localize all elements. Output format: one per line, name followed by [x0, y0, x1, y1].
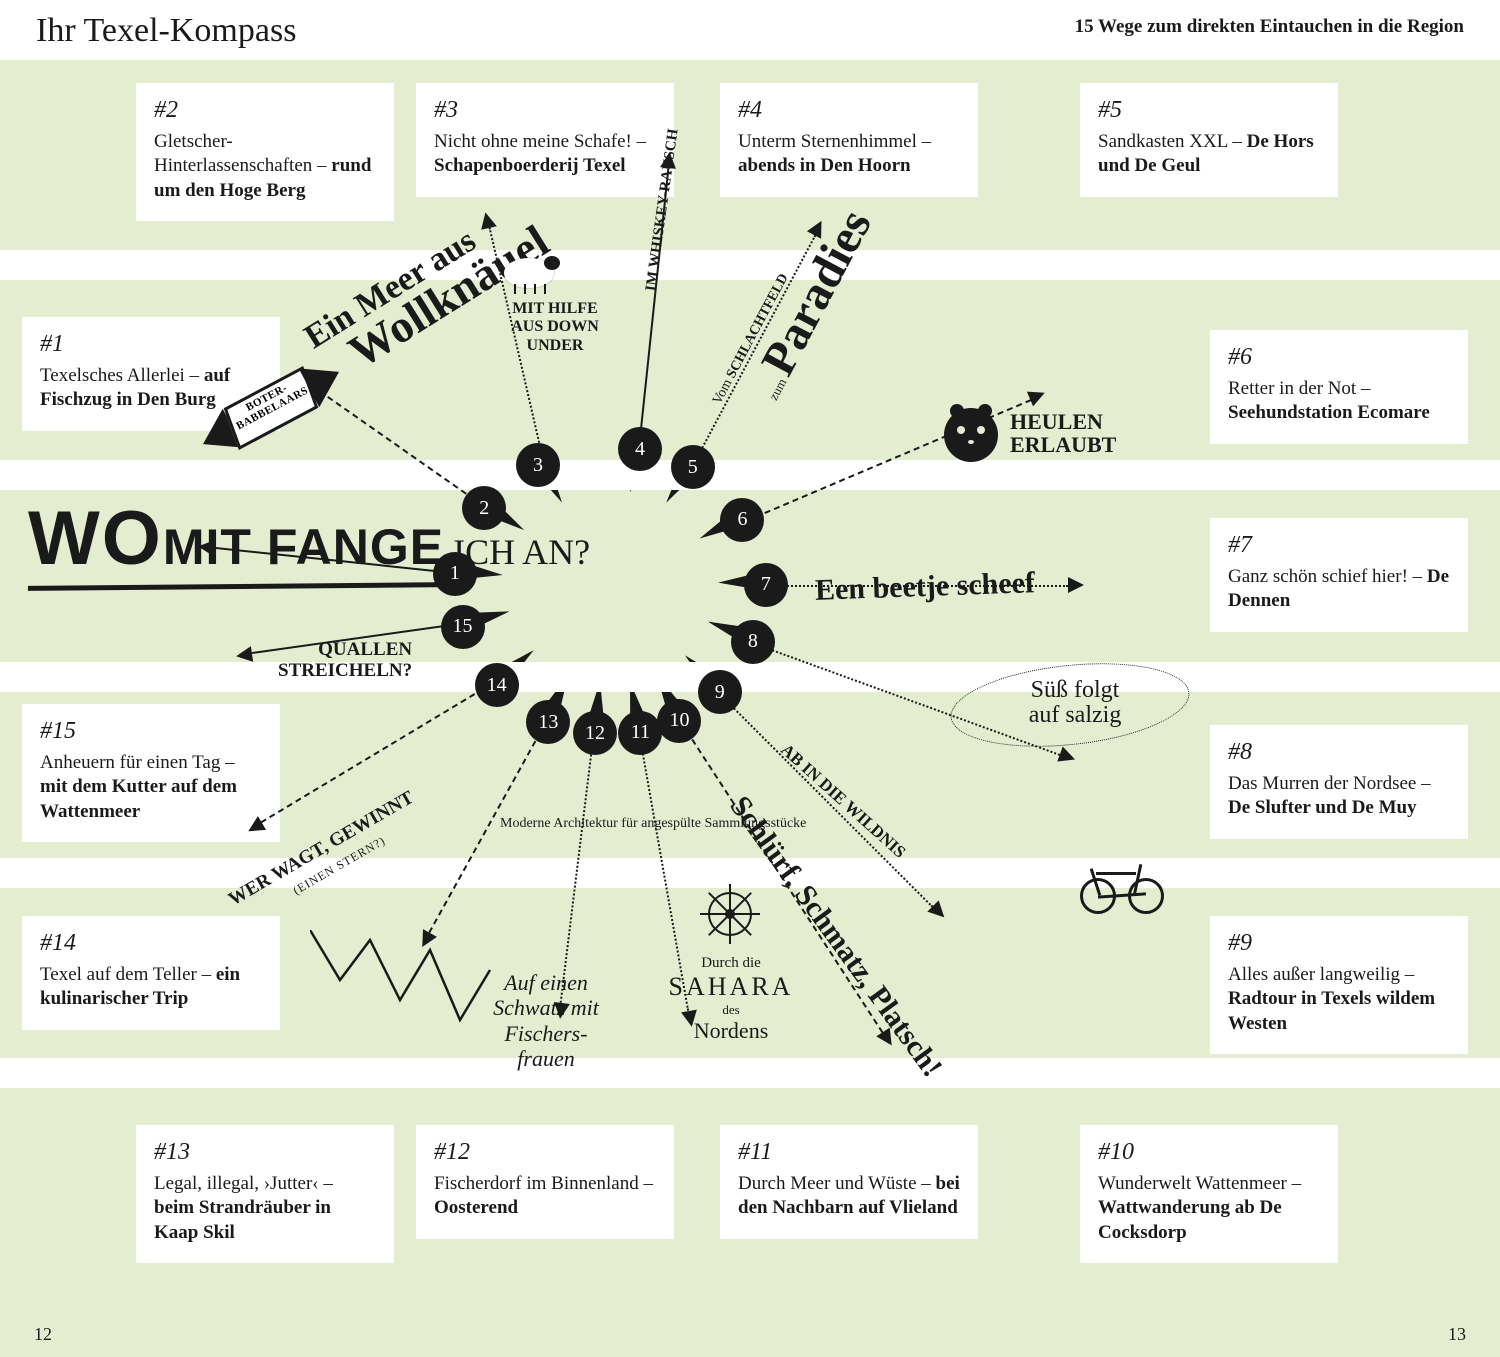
arrowhead-1 [197, 539, 215, 557]
card-text: Retter in der Not – Seehundstation Ecoma… [1228, 377, 1450, 426]
label-paradies: Vom SCHLACHTFELD zum Paradies [710, 193, 883, 433]
card-6: #6 Retter in der Not – Seehundstation Eco… [1210, 330, 1468, 444]
compass-pin-12: 12 [573, 711, 617, 755]
card-text: Legal, illegal, ›Jutter‹ – beim Strandrä… [154, 1172, 376, 1245]
card-text: Ganz schön schief hier! – De Dennen [1228, 565, 1450, 614]
card-12: #12 Fischerdorf im Binnenland – Oosterend [416, 1125, 674, 1239]
bg-stripe [0, 250, 1500, 280]
card-number: #13 [154, 1139, 376, 1166]
card-text: Sandkasten XXL – De Hors und De Geul [1098, 130, 1320, 179]
card-text: Alles außer langweilig – Radtour in Texe… [1228, 963, 1450, 1036]
compass-pin-11: 11 [618, 711, 662, 755]
bg-stripe [0, 662, 1500, 692]
label-quallen: QUALLENSTREICHELN? [278, 640, 412, 682]
label-architektur: Moderne Architektur für angespülte Samml… [500, 816, 670, 832]
card-number: #11 [738, 1139, 960, 1166]
card-2: #2 Gletscher-Hinterlassenschaften – rund … [136, 83, 394, 221]
card-text: Fischerdorf im Binnenland – Oosterend [434, 1172, 656, 1221]
card-4: #4 Unterm Sternenhimmel – abends in Den H… [720, 83, 978, 197]
compass-pin-13: 13 [526, 700, 570, 744]
zigzag-icon [310, 930, 510, 1090]
headline-underline [28, 582, 448, 591]
card-11: #11 Durch Meer und Wüste – bei den Nachba… [720, 1125, 978, 1239]
card-text: Durch Meer und Wüste – bei den Nachbarn … [738, 1172, 960, 1221]
compass-pin-3: 3 [516, 443, 560, 487]
card-number: #1 [40, 331, 262, 358]
card-text: Wunderwelt Wattenmeer – Wattwanderung ab… [1098, 1172, 1320, 1245]
card-number: #6 [1228, 344, 1450, 371]
compass-pin-8: 8 [731, 620, 775, 664]
bike-icon [1080, 866, 1170, 916]
card-7: #7 Ganz schön schief hier! – De Dennen [1210, 518, 1468, 632]
page-number-right: 13 [1448, 1324, 1466, 1345]
label-sahara: Durch die SAHARA des Nordens [656, 955, 806, 1044]
card-number: #10 [1098, 1139, 1320, 1166]
card-8: #8 Das Murren der Nordsee – De Slufter un… [1210, 725, 1468, 839]
sheep-icon [500, 252, 560, 292]
card-number: #15 [40, 718, 262, 745]
card-text: Anheuern für einen Tag – mit dem Kutter … [40, 751, 262, 824]
card-text: Gletscher-Hinterlassenschaften – rund um… [154, 130, 376, 203]
card-text: Texel auf dem Teller – ein kulinarischer… [40, 963, 262, 1012]
label-suess: Süß folgtauf salzig [990, 678, 1160, 728]
page-header: Ihr Texel-Kompass 15 Wege zum direkten E… [0, 0, 1500, 60]
compass-pin-2: 2 [462, 486, 506, 530]
seal-icon [944, 408, 998, 462]
arrowhead-7 [1068, 577, 1084, 593]
card-10: #10 Wunderwelt Wattenmeer – Wattwanderung… [1080, 1125, 1338, 1263]
label-down-under: MIT HILFEAUS DOWNUNDER [500, 300, 610, 355]
card-9: #9 Alles außer langweilig – Radtour in Te… [1210, 916, 1468, 1054]
compass-pin-7: 7 [744, 563, 788, 607]
compass-pin-15: 15 [441, 605, 485, 649]
card-number: #12 [434, 1139, 656, 1166]
compass-pin-1: 1 [433, 552, 477, 596]
card-number: #9 [1228, 930, 1450, 957]
compass-pin-10: 10 [657, 699, 701, 743]
compass-pin-6: 6 [720, 498, 764, 542]
card-number: #3 [434, 97, 656, 124]
card-number: #14 [40, 930, 262, 957]
label-scheef: Een beetje scheef [814, 566, 1035, 608]
card-number: #7 [1228, 532, 1450, 559]
compass-pin-9: 9 [698, 670, 742, 714]
card-number: #2 [154, 97, 376, 124]
page-subtitle: 15 Wege zum direkten Eintauchen in die R… [1075, 12, 1464, 38]
label-wildnis: AB IN DIE WILDNIS [777, 740, 910, 862]
arrowhead-6 [1027, 385, 1048, 406]
card-text: Das Murren der Nordsee – De Slufter und … [1228, 772, 1450, 821]
arrowhead-15 [235, 646, 253, 664]
label-heulen: HEULENERLAUBT [1010, 410, 1116, 456]
helm-icon [700, 884, 760, 944]
compass-pin-4: 4 [618, 427, 662, 471]
arrowhead-8 [1057, 746, 1078, 767]
card-14: #14 Texel auf dem Teller – ein kulinarisc… [22, 916, 280, 1030]
card-5: #5 Sandkasten XXL – De Hors und De Geul [1080, 83, 1338, 197]
page-title: Ihr Texel-Kompass [36, 12, 296, 50]
page-number-left: 12 [34, 1324, 52, 1345]
card-15: #15 Anheuern für einen Tag – mit dem Kutt… [22, 704, 280, 842]
compass-pin-5: 5 [671, 445, 715, 489]
card-text: Unterm Sternenhimmel – abends in Den Hoo… [738, 130, 960, 179]
bg-stripe [0, 1058, 1500, 1088]
card-number: #4 [738, 97, 960, 124]
compass-pin-14: 14 [475, 663, 519, 707]
card-3: #3 Nicht ohne meine Schafe! – Schapenboer… [416, 83, 674, 197]
card-number: #8 [1228, 739, 1450, 766]
card-number: #5 [1098, 97, 1320, 124]
card-text: Nicht ohne meine Schafe! – Schapenboerde… [434, 130, 656, 179]
card-13: #13 Legal, illegal, ›Jutter‹ – beim Stran… [136, 1125, 394, 1263]
